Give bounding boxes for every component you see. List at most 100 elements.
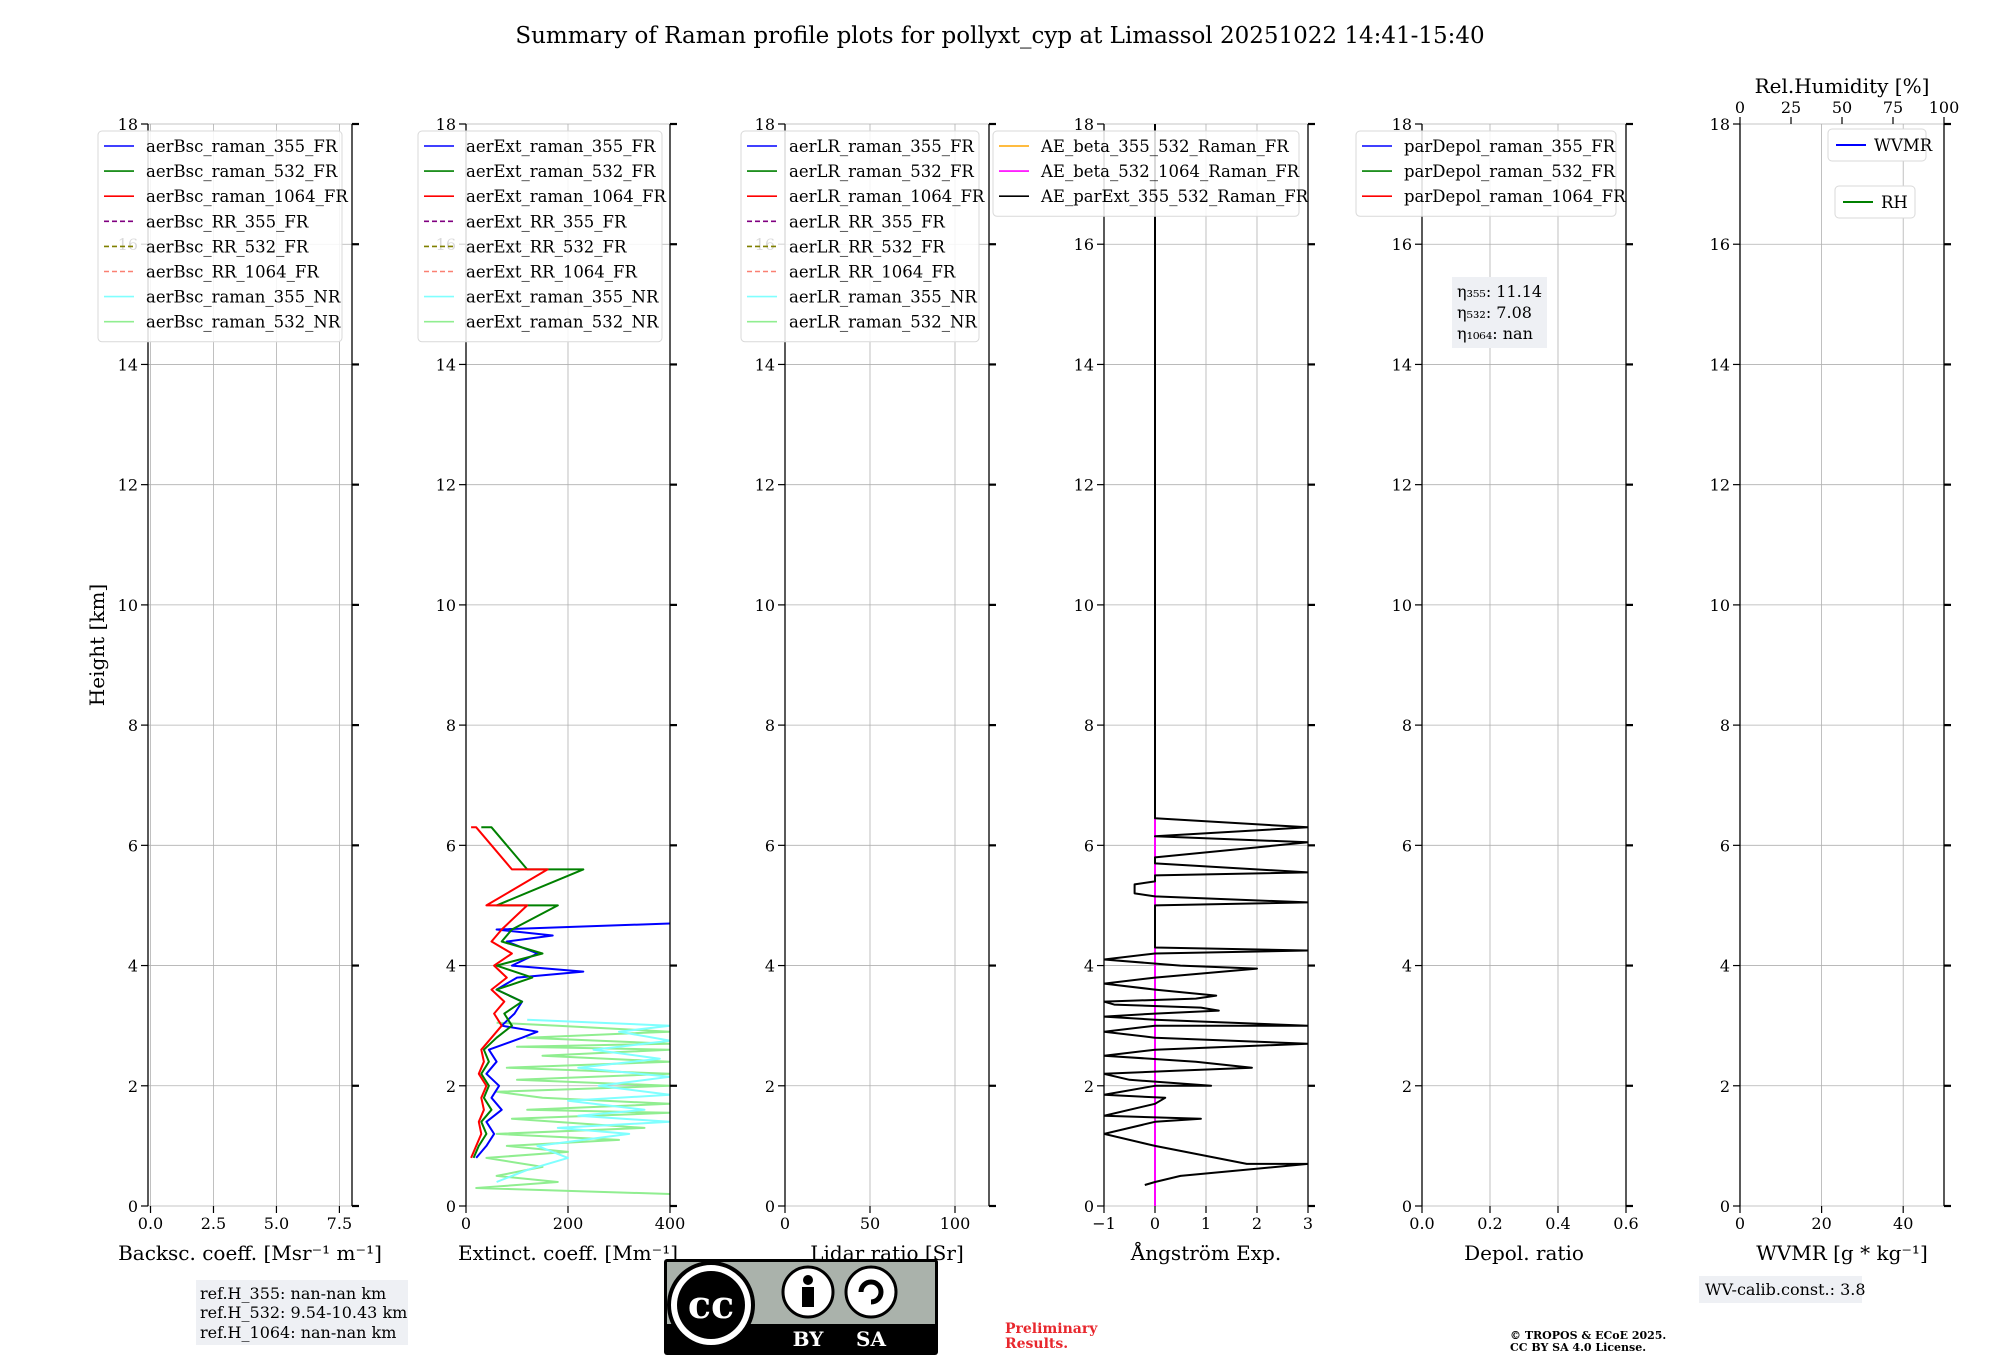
y-tick-label: 16 xyxy=(1074,235,1094,254)
eta-box xyxy=(1452,277,1547,348)
x-tick-label: 100 xyxy=(940,1214,971,1233)
refh-1064-text: ref.H_1064: nan-nan km xyxy=(200,1323,396,1342)
legend-label: aerExt_raman_355_FR xyxy=(466,137,656,156)
y-tick-label: 12 xyxy=(1392,476,1412,495)
legend-box xyxy=(97,130,343,343)
y-tick-label: 0 xyxy=(1402,1197,1412,1216)
y-tick-label: 2 xyxy=(1084,1077,1094,1096)
legend-label: aerLR_raman_355_FR xyxy=(789,137,974,156)
legend-label: AE_beta_355_532_Raman_FR xyxy=(1040,137,1289,156)
cc-logo-text: cc xyxy=(688,1282,734,1327)
preliminary-line1: Preliminary xyxy=(1005,1321,1098,1337)
legend-label: aerExt_raman_532_FR xyxy=(466,162,656,181)
y-tick-label: 4 xyxy=(1084,957,1094,976)
legend-label: AE_beta_532_1064_Raman_FR xyxy=(1040,162,1300,181)
legend-label: aerExt_RR_355_FR xyxy=(466,212,627,231)
y-tick-label: 2 xyxy=(765,1077,775,1096)
legend-box xyxy=(1355,130,1617,217)
figure-title: Summary of Raman profile plots for polly… xyxy=(515,23,1484,49)
panel-lr: 024681012141618050100Lidar ratio [Sr]aer… xyxy=(740,115,996,1265)
y-axis-label: Height [km] xyxy=(85,584,109,706)
legend-label: aerLR_raman_532_NR xyxy=(789,313,977,332)
cc-circle-inner xyxy=(677,1271,745,1339)
x-axis-label: Extinct. coeff. [Mm⁻¹] xyxy=(458,1241,678,1265)
x-tick-label: 0 xyxy=(461,1214,471,1233)
y-tick-label: 2 xyxy=(1402,1077,1412,1096)
refh-box xyxy=(196,1280,408,1345)
y-tick-label: 6 xyxy=(1402,836,1412,855)
x-tick-label: 3 xyxy=(1303,1214,1313,1233)
series-line-aerExt_raman_355_NR xyxy=(496,1018,670,1183)
copyright-line1: © TROPOS & ECoE 2025. xyxy=(1510,1329,1666,1342)
x-tick-label: 400 xyxy=(655,1214,686,1233)
x-axis-label: Ångström Exp. xyxy=(1130,1240,1281,1265)
y-tick-label: 18 xyxy=(755,115,775,134)
legend-label: parDepol_raman_355_FR xyxy=(1404,137,1616,156)
legend-label: aerExt_raman_355_NR xyxy=(466,288,659,307)
y-tick-label: 0 xyxy=(1084,1197,1094,1216)
legend-box xyxy=(1834,185,1916,219)
legend-ae: AE_beta_355_532_Raman_FR AE_beta_532_1064… xyxy=(992,130,1309,217)
x-tick-label: 0.2 xyxy=(1477,1214,1502,1233)
y-tick-label: 14 xyxy=(1710,355,1730,374)
legend-ext: aerExt_raman_355_FR aerExt_raman_532_FRae… xyxy=(417,130,666,343)
legend-label: aerLR_raman_532_FR xyxy=(789,162,974,181)
legend-bsc: aerBsc_raman_355_FR aerBsc_raman_532_FRae… xyxy=(97,130,348,343)
by-label: BY xyxy=(793,1327,825,1351)
legend-label: aerLR_RR_532_FR xyxy=(789,237,945,256)
legend-label: aerLR_RR_1064_FR xyxy=(789,263,956,282)
x-tick-label: 5.0 xyxy=(264,1214,289,1233)
y-tick-label: 14 xyxy=(1392,355,1412,374)
y-tick-label: 6 xyxy=(1084,836,1094,855)
y-tick-label: 16 xyxy=(1392,235,1412,254)
series-line-AE_parExt_355_532_Raman_FR xyxy=(1104,124,1308,1186)
legend-label: aerBsc_raman_532_NR xyxy=(146,313,341,332)
by-icon-head xyxy=(803,1275,813,1285)
legend-box xyxy=(1827,128,1927,162)
x-tick-label: 0.0 xyxy=(138,1214,163,1233)
y-tick-label: 4 xyxy=(1402,957,1412,976)
top-axis-label: Rel.Humidity [%] xyxy=(1755,74,1930,98)
y-tick-label: 12 xyxy=(118,476,138,495)
x-tick-label: 0.4 xyxy=(1545,1214,1570,1233)
x-tick-label: 7.5 xyxy=(327,1214,352,1233)
legend-label: aerBsc_raman_355_FR xyxy=(146,137,338,156)
x-tick-label: −1 xyxy=(1092,1214,1116,1233)
y-tick-label: 0 xyxy=(128,1197,138,1216)
y-tick-label: 12 xyxy=(1074,476,1094,495)
x-tick-label: 2 xyxy=(1252,1214,1262,1233)
y-tick-label: 18 xyxy=(118,115,138,134)
x-axis-label: Backsc. coeff. [Msr⁻¹ m⁻¹] xyxy=(118,1241,382,1265)
y-tick-label: 4 xyxy=(128,957,138,976)
top-tick-label: 75 xyxy=(1883,98,1903,117)
y-tick-label: 10 xyxy=(1392,596,1412,615)
y-tick-label: 12 xyxy=(436,476,456,495)
legend-label: aerBsc_RR_532_FR xyxy=(146,237,309,256)
legend-label: aerBsc_RR_355_FR xyxy=(146,212,309,231)
legend-box xyxy=(417,130,663,343)
y-tick-label: 14 xyxy=(755,355,775,374)
series-group xyxy=(1104,124,1308,1206)
y-tick-label: 8 xyxy=(1720,716,1730,735)
wv-calib-text: WV-calib.const.: 3.8 xyxy=(1705,1280,1866,1299)
y-tick-label: 6 xyxy=(765,836,775,855)
y-tick-label: 10 xyxy=(118,596,138,615)
y-tick-label: 10 xyxy=(755,596,775,615)
y-tick-label: 4 xyxy=(765,957,775,976)
y-tick-label: 2 xyxy=(1720,1077,1730,1096)
x-tick-label: 0 xyxy=(780,1214,790,1233)
by-icon-body xyxy=(802,1287,814,1307)
panel-wv: 0 2 4 6 8 10 12 14 16 18 0 20 40 WVMR [g * kg⁻¹] 0 25 50… xyxy=(1710,74,1960,1265)
sa-icon-arrow xyxy=(858,1279,884,1305)
series-group xyxy=(470,826,670,1195)
y-tick-label: 10 xyxy=(436,596,456,615)
top-tick-label: 100 xyxy=(1929,98,1960,117)
y-tick-label: 6 xyxy=(128,836,138,855)
y-tick-label: 14 xyxy=(436,355,456,374)
legend-label: aerLR_raman_1064_FR xyxy=(789,187,985,206)
copyright-line2: CC BY SA 4.0 License. xyxy=(1510,1341,1646,1354)
y-tick-label: 18 xyxy=(1710,115,1730,134)
top-tick-label: 25 xyxy=(1781,98,1801,117)
x-tick-label: 20 xyxy=(1811,1214,1831,1233)
